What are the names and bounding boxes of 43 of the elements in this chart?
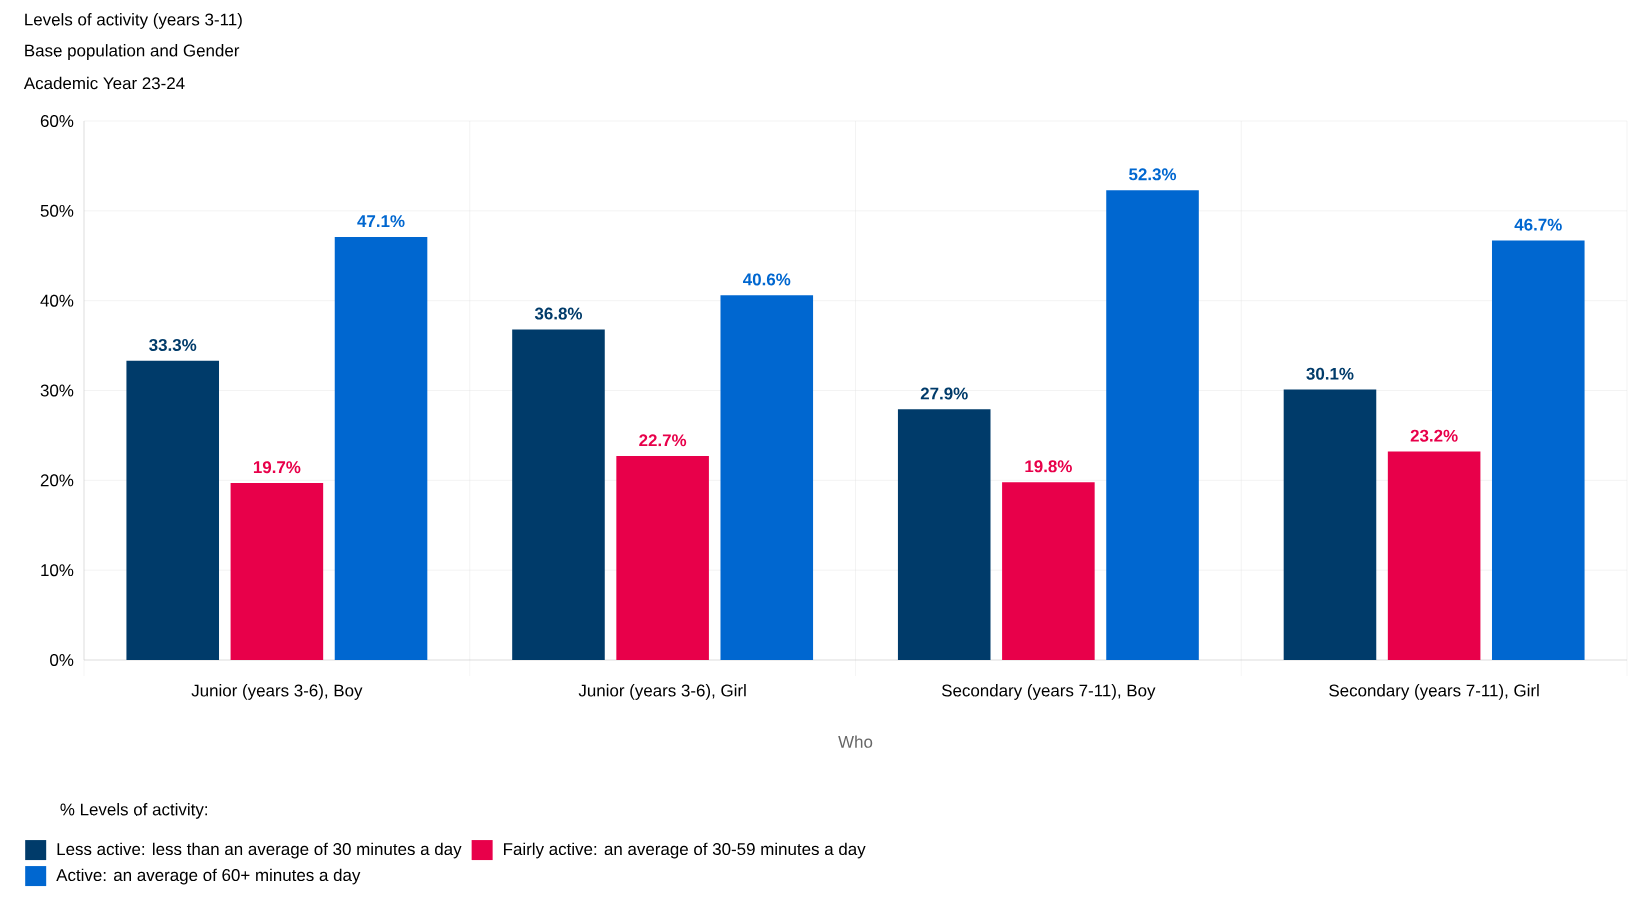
y-tick-label: 40% xyxy=(40,294,74,307)
bar xyxy=(512,329,605,660)
chart-title: Levels of activity (years 3-11) xyxy=(25,13,242,29)
x-tick-label: Junior (years 3-6), Girl xyxy=(578,684,746,700)
legend-title: % Levels of activity: xyxy=(60,803,207,819)
data-label: 27.9% xyxy=(920,387,968,400)
data-label: 46.7% xyxy=(1514,218,1562,231)
x-axis-title: Who xyxy=(838,735,873,748)
y-tick-label: 10% xyxy=(41,564,74,577)
data-label: 30.1% xyxy=(1306,367,1354,380)
data-label: 22.7% xyxy=(639,434,687,447)
data-label: 33.3% xyxy=(149,339,197,352)
x-tick-label: Junior (years 3-6), Boy xyxy=(191,684,363,700)
bar xyxy=(897,409,991,660)
bar xyxy=(334,236,428,660)
text: Academic Year 23-24 xyxy=(23,76,185,90)
chart-subtitle: Base population and Gender xyxy=(25,44,240,60)
bar xyxy=(1491,240,1585,660)
data-label: 36.8% xyxy=(534,307,583,320)
x-tick-label: Secondary (years 7-11), Boy xyxy=(941,684,1156,700)
bar xyxy=(1106,190,1199,660)
x-tick-label: Secondary (years 7-11), Girl xyxy=(1329,684,1539,700)
bar xyxy=(616,456,709,660)
bar xyxy=(1387,451,1481,660)
bar xyxy=(720,295,814,660)
data-label: 19.8% xyxy=(1025,460,1072,473)
data-label: 52.3% xyxy=(1129,168,1177,181)
data-label: 19.7% xyxy=(253,461,301,474)
y-tick-label: 60% xyxy=(40,115,74,128)
y-tick-label: 20% xyxy=(40,474,74,487)
data-label: 40.6% xyxy=(743,273,791,286)
y-tick-label: 50% xyxy=(40,204,74,217)
y-tick-label: 30% xyxy=(40,384,74,397)
legend-label: Active: an average of 60+ minutes a day xyxy=(56,868,361,885)
bar xyxy=(230,483,324,660)
bar xyxy=(1002,482,1095,660)
legend-label: Fairly active: an average of 30-59 minutes a day xyxy=(504,842,866,859)
data-label: 23.2% xyxy=(1410,429,1458,442)
bar xyxy=(126,360,220,660)
legend-label: Less active: less than an average of 30 minutes a day xyxy=(57,842,462,859)
y-tick-label: 0% xyxy=(50,654,74,666)
bar xyxy=(1283,389,1377,660)
data-label: 47.1% xyxy=(357,215,405,228)
